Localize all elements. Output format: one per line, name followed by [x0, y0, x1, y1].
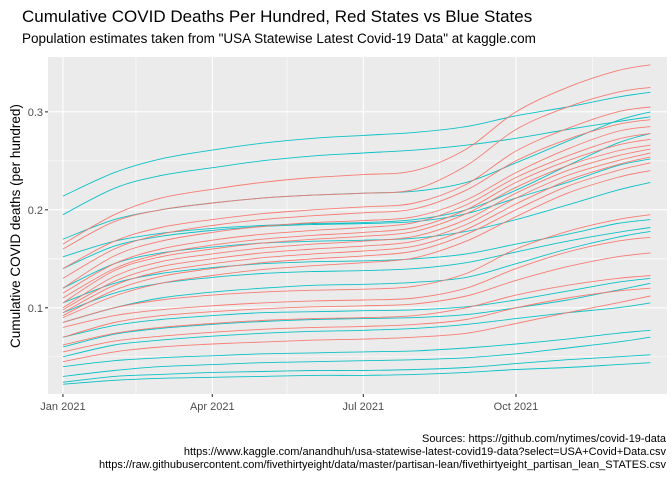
series-line-blue-1 [62, 116, 651, 216]
series-layer [62, 64, 651, 385]
series-line-red-34 [62, 295, 651, 363]
chart-title: Cumulative COVID Deaths Per Hundred, Red… [22, 7, 533, 26]
x-tick-label: Oct 2021 [494, 401, 539, 413]
series-line-blue-12 [62, 329, 651, 368]
series-line-red-26 [62, 156, 651, 314]
x-tick-label: Jan 2021 [40, 401, 85, 413]
series-line-red-25 [62, 152, 651, 311]
series-line-red-33 [62, 287, 651, 353]
series-line-red-17 [62, 86, 651, 250]
chart-subtitle: Population estimates taken from "USA Sta… [22, 31, 536, 46]
y-axis-title: Cumulative COVID deaths (per hundred) [8, 104, 23, 348]
series-line-red-22 [62, 138, 651, 299]
series-line-blue-8 [62, 230, 651, 323]
series-line-blue-9 [62, 277, 651, 338]
x-tick-labels: Jan 2021 Apr 2021 Jul 2021 Oct 2021 [40, 401, 538, 413]
y-tick-label: 0.1 [28, 303, 43, 315]
series-line-red-24 [62, 148, 651, 309]
x-tick-label: Jul 2021 [343, 401, 385, 413]
series-line-red-20 [62, 126, 651, 289]
series-line-red-16 [62, 64, 651, 245]
series-line-blue-4 [62, 158, 651, 270]
series-line-blue-10 [62, 282, 651, 348]
series-line-blue-15 [62, 362, 651, 385]
series-line-blue-14 [62, 354, 651, 383]
x-tick-label: Apr 2021 [190, 401, 235, 413]
series-line-red-29 [62, 214, 651, 323]
y-tick-label: 0.2 [28, 205, 43, 217]
series-line-red-21 [62, 132, 651, 294]
series-line-red-28 [62, 170, 651, 319]
series-line-red-19 [62, 119, 651, 279]
series-line-red-30 [62, 236, 651, 328]
series-line-blue-6 [62, 219, 651, 304]
series-line-red-32 [62, 275, 651, 346]
caption-kaggle-url: https://www.kaggle.com/anandhuh/usa-stat… [183, 446, 666, 458]
caption-fivethirtyeight-url: https://raw.githubusercontent.com/fiveth… [99, 459, 666, 471]
caption-sources: Sources: https://github.com/nytimes/covi… [422, 433, 666, 445]
series-line-red-27 [62, 162, 651, 317]
y-tick-labels: 0.1 0.2 0.3 [28, 107, 43, 315]
axis-ticks [45, 111, 517, 397]
plot-panel [48, 57, 667, 394]
series-line-red-18 [62, 106, 651, 269]
y-tick-label: 0.3 [28, 107, 43, 119]
series-line-red-23 [62, 144, 651, 304]
series-line-red-31 [62, 252, 651, 338]
series-line-blue-5 [62, 181, 651, 289]
series-line-blue-13 [62, 336, 651, 377]
